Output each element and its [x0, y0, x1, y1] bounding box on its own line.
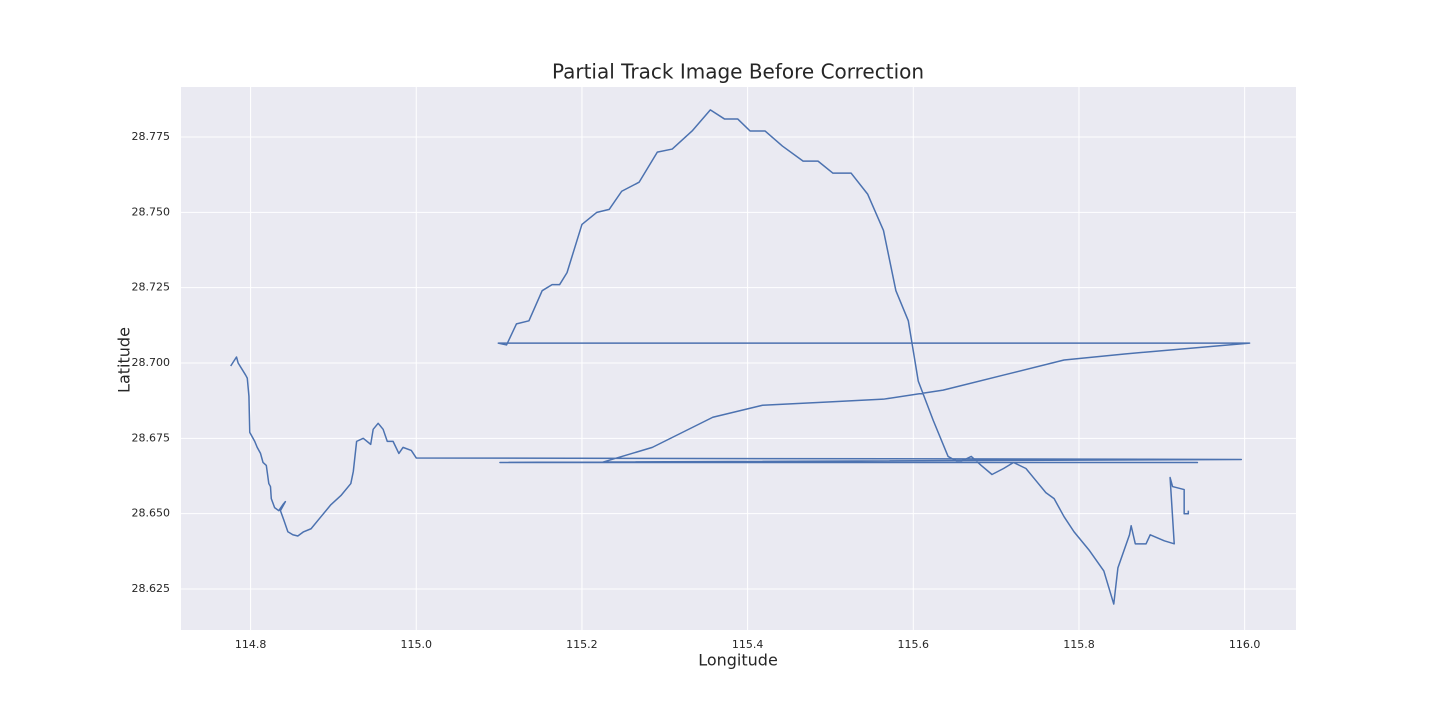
x-tick-label: 115.4 [732, 638, 764, 651]
y-tick-label: 28.725 [132, 281, 171, 294]
y-axis-label: Latitude [115, 327, 134, 393]
y-tick-label: 28.775 [132, 130, 171, 143]
x-tick-label: 115.8 [1063, 638, 1095, 651]
x-tick-label: 115.2 [566, 638, 598, 651]
plot-area [181, 87, 1296, 630]
x-tick-label: 114.8 [235, 638, 267, 651]
y-tick-label: 28.650 [132, 507, 171, 520]
y-tick-label: 28.750 [132, 205, 171, 218]
chart-title: Partial Track Image Before Correction [552, 60, 924, 84]
y-tick-label: 28.625 [132, 582, 171, 595]
x-tick-label: 115.6 [898, 638, 930, 651]
x-axis-label: Longitude [698, 651, 778, 670]
x-tick-label: 115.0 [401, 638, 433, 651]
x-tick-label: 116.0 [1229, 638, 1261, 651]
y-tick-label: 28.700 [132, 356, 171, 369]
y-tick-label: 28.675 [132, 431, 171, 444]
track-line [230, 109, 1251, 605]
